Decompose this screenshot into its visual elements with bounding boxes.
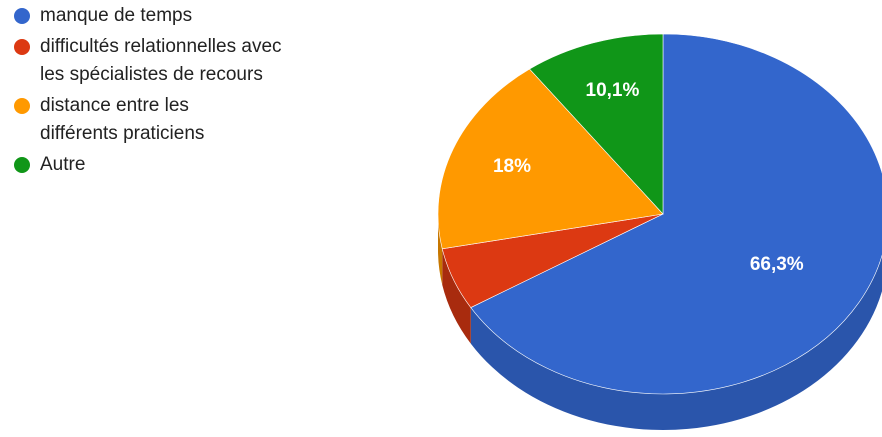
legend-label: manque de temps [40,5,193,26]
slice-label-2: 18% [493,156,531,177]
slice-label-0: 66,3% [750,254,804,275]
legend-swatch-red [14,39,30,55]
legend-item-autre[interactable]: Autre [14,154,334,179]
legend-label: distance entre les différents praticiens [40,95,205,144]
pie-slice-0[interactable] [470,33,882,395]
legend-label: Autre [40,154,86,175]
pie-slice-3[interactable] [529,33,664,215]
legend-item-manque-de-temps[interactable]: manque de temps [14,5,334,30]
legend-swatch-blue [14,8,30,24]
pie-side-1 [442,248,471,344]
legend-item-distance-praticiens[interactable]: distance entre les différents praticiens [14,95,334,148]
slice-label-3: 10,1% [586,80,640,101]
legend-item-difficultes-relationnelles[interactable]: difficultés relationnelles avec les spéc… [14,36,334,89]
pie-slice-2[interactable] [437,68,664,250]
legend-swatch-green [14,157,30,173]
legend: manque de temps difficultés relationnell… [14,5,334,185]
legend-label: difficultés relationnelles avec les spéc… [40,36,282,85]
pie-side-0 [470,255,882,430]
legend-swatch-orange [14,98,30,114]
